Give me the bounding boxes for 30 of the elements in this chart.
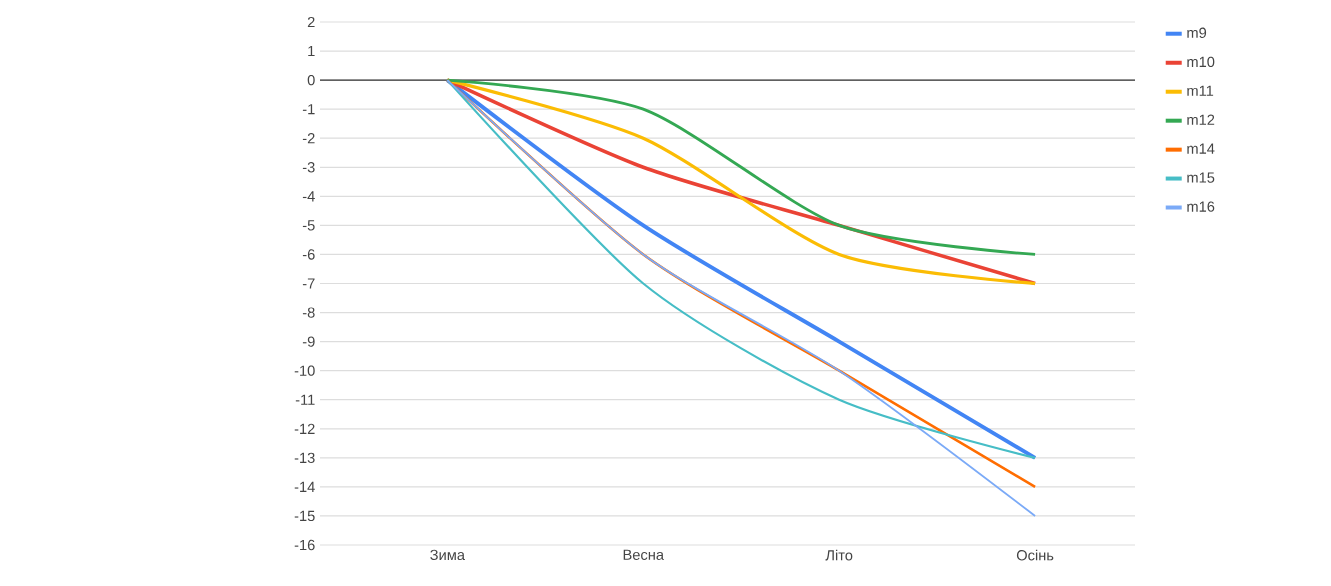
legend-label: m11 bbox=[1187, 85, 1214, 96]
y-tick-label: 2 bbox=[307, 16, 315, 28]
legend-label: m10 bbox=[1187, 56, 1215, 68]
y-tick-label: -14 bbox=[294, 481, 315, 492]
y-tick-label: -3 bbox=[302, 162, 315, 173]
y-tick-label: -16 bbox=[294, 539, 315, 551]
x-tick-label: Весна bbox=[623, 549, 665, 560]
y-tick-label: -11 bbox=[295, 394, 315, 405]
y-tick-label: -12 bbox=[294, 423, 315, 434]
legend-label: m16 bbox=[1187, 201, 1215, 212]
y-tick-label: 1 bbox=[308, 46, 315, 57]
legend-label: m9 bbox=[1187, 27, 1207, 38]
legend-label: m12 bbox=[1187, 114, 1215, 125]
y-tick-label: -15 bbox=[294, 510, 315, 522]
x-tick-label: Зима bbox=[430, 549, 466, 561]
y-tick-label: -5 bbox=[302, 220, 315, 231]
y-tick-label: -10 bbox=[294, 365, 315, 376]
y-tick-label: -13 bbox=[294, 452, 315, 464]
y-tick-label: -4 bbox=[302, 191, 315, 202]
x-tick-label: Літо bbox=[825, 549, 853, 561]
y-tick-label: -2 bbox=[302, 133, 315, 144]
x-tick-label: Осінь bbox=[1016, 549, 1054, 561]
y-tick-label: -8 bbox=[302, 307, 315, 318]
y-tick-label: 0 bbox=[307, 74, 315, 86]
legend-label: m14 bbox=[1187, 143, 1215, 154]
y-tick-label: -1 bbox=[302, 104, 315, 115]
y-tick-label: -9 bbox=[302, 336, 315, 347]
legend-label: m15 bbox=[1187, 172, 1215, 183]
y-tick-label: -7 bbox=[302, 278, 315, 289]
y-tick-label: -6 bbox=[302, 249, 315, 260]
